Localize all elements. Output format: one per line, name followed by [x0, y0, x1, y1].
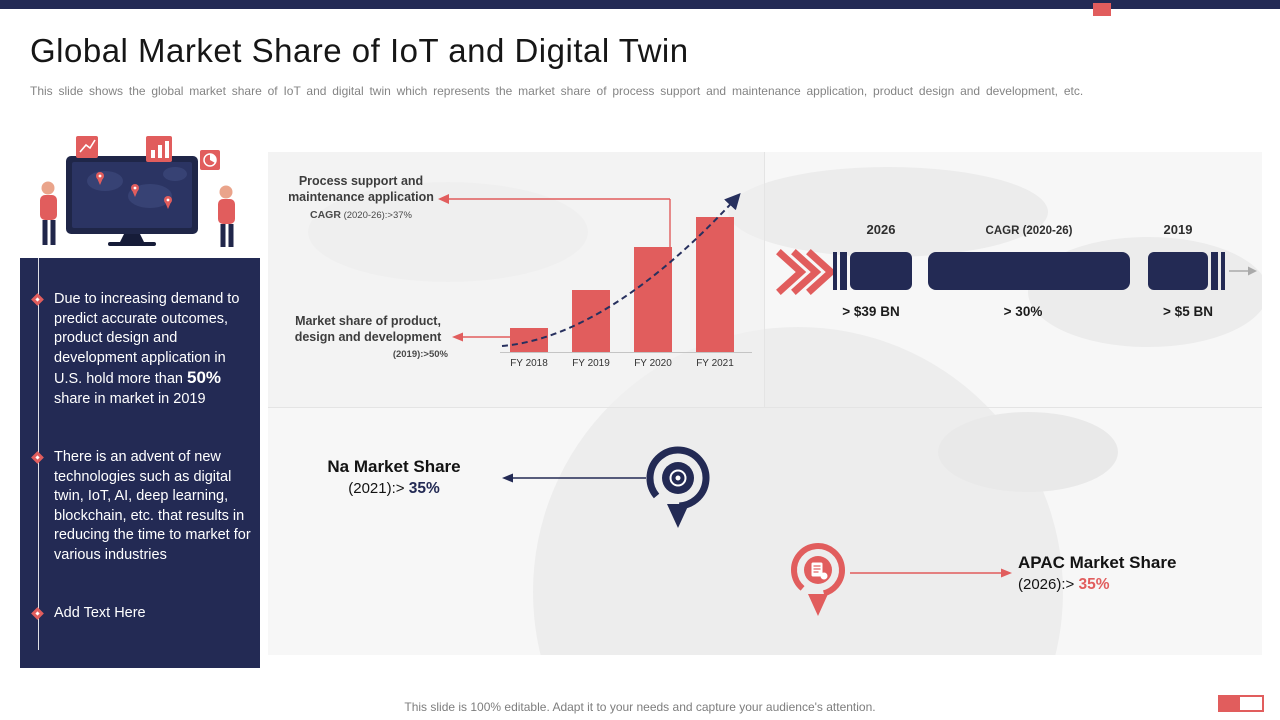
trend-arrow: [501, 193, 741, 347]
timeline-segment-2026: [850, 252, 912, 290]
sidebar-bullet-1: Due to increasing demand to predict accu…: [31, 290, 252, 409]
map-pin-icon: [96, 172, 172, 209]
annotation-market-share: Market share of product, design and deve…: [288, 314, 448, 363]
panel-divider-vertical: [764, 152, 765, 407]
na-market-share-label: Na Market Share (2021):> 35%: [304, 456, 484, 500]
timeline-label-2019: 2019: [1163, 222, 1193, 237]
x-tick-label: FY 2019: [572, 358, 610, 369]
x-axis-line: [500, 352, 752, 353]
panel-divider-horizontal: [268, 407, 1262, 408]
bullet-text-placeholder: Add Text Here: [54, 605, 146, 621]
map-panel: Na Market Share (2021):> 35%: [268, 408, 1262, 655]
bullet-marker-icon: [31, 293, 44, 306]
sidebar-bullet-2: There is an advent of new technologies s…: [31, 448, 252, 565]
bullet-text: Due to increasing demand to predict accu…: [54, 291, 240, 387]
pin-title: APAC Market Share: [1018, 553, 1177, 572]
annotation-process-support: Process support and maintenance applicat…: [276, 174, 446, 224]
x-tick-label: FY 2018: [510, 358, 548, 369]
x-tick-label: FY 2021: [696, 358, 734, 369]
top-accent-bar: [0, 0, 1280, 9]
bar-fy2021: [696, 217, 734, 352]
na-map-pin: [646, 446, 710, 528]
timeline-segment-bar: [840, 252, 847, 290]
timeline-panel: 2026 CAGR (2020-26) 2019 > $39 BN > 30% …: [765, 152, 1262, 407]
bullet-text: share in market in 2019: [54, 390, 206, 407]
footer-note: This slide is 100% editable. Adapt it to…: [404, 700, 876, 714]
bullet-text: There is an advent of new technologies s…: [54, 449, 251, 563]
timeline-value-30pct: > 30%: [1003, 304, 1043, 319]
annotation-cagr: CAGR (2020-26):>37%: [310, 209, 412, 221]
annotation-line: Market share of product,: [295, 314, 441, 328]
pie-chart-icon: [200, 150, 220, 170]
bullet-highlight: 50%: [187, 368, 222, 387]
apac-connector-arrow: [850, 568, 1012, 578]
person-figure: [218, 185, 235, 247]
person-figure: [40, 181, 57, 245]
page-subtitle: This slide shows the global market share…: [30, 84, 1084, 98]
corner-decoration-fill: [1220, 697, 1240, 710]
na-pin-icon: [669, 469, 687, 487]
monitor-illustration: [40, 136, 235, 247]
x-tick-label: FY 2020: [634, 358, 672, 369]
timeline-segment-bar: [833, 252, 837, 290]
connector-arrow-top: [438, 194, 671, 256]
timeline-label-2026: 2026: [866, 222, 896, 237]
timeline-label-cagr: CAGR (2020-26): [985, 225, 1073, 237]
timeline-segment-2019: [1148, 252, 1208, 290]
timeline-end-arrow-icon: [1229, 266, 1257, 276]
corner-decoration: [1218, 695, 1264, 712]
bar-fy2018: [510, 327, 548, 352]
na-connector-arrow: [502, 473, 646, 483]
connector-arrow-bottom: [452, 332, 510, 342]
sidebar-bullet-3: Add Text Here: [31, 604, 252, 624]
top-accent-red-tab: [1093, 3, 1111, 16]
annotation-line: design and development: [294, 329, 442, 344]
pin-value-line: (2021):> 35%: [348, 480, 440, 497]
annotation-line: maintenance application: [288, 189, 434, 204]
page-title: Global Market Share of IoT and Digital T…: [30, 32, 689, 69]
timeline-segment-bar: [1221, 252, 1225, 290]
sidebar-panel: Due to increasing demand to predict accu…: [20, 136, 260, 668]
bar-chart-icon: [146, 136, 172, 162]
sidebar-illustration: [20, 136, 260, 258]
annotation-value: (2019):>50%: [392, 349, 448, 360]
bar-fy2020: [634, 246, 672, 352]
annotation-line: Process support and: [298, 174, 424, 188]
bullet-marker-icon: [31, 607, 44, 620]
pin-title: Na Market Share: [327, 457, 461, 476]
apac-market-share-label: APAC Market Share (2026):> 35%: [1018, 552, 1262, 596]
apac-map-pin: [791, 543, 845, 616]
bar-chart-panel: Process support and maintenance applicat…: [268, 152, 764, 407]
fast-forward-chevrons-icon: [776, 249, 835, 295]
apac-pin-icon: [811, 562, 828, 580]
line-chart-icon: [76, 136, 98, 158]
timeline-segment-bar: [1211, 252, 1218, 290]
timeline-segment-cagr: [928, 252, 1130, 290]
bar-fy2019: [572, 289, 610, 352]
timeline-value-5bn: > $5 BN: [1163, 304, 1213, 319]
timeline-value-39bn: > $39 BN: [842, 304, 900, 319]
bar-plot: [510, 217, 734, 352]
bullet-marker-icon: [31, 451, 44, 464]
pin-value-line: (2026):> 35%: [1018, 576, 1110, 593]
main-content-area: Process support and maintenance applicat…: [268, 152, 1262, 655]
